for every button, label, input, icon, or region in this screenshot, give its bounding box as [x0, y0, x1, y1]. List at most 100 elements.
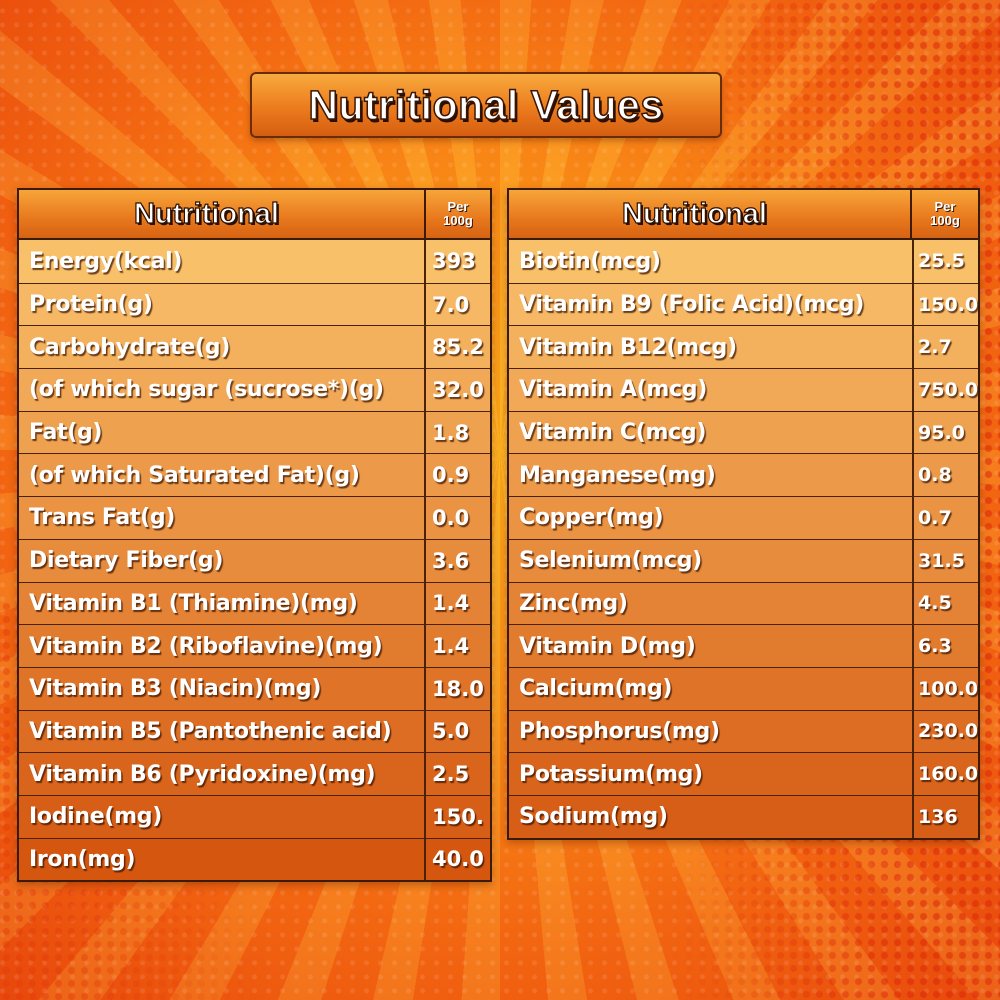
nutrient-label: Iron(mg)	[29, 846, 136, 872]
table-row: Zinc(mg) 4.5	[509, 581, 978, 625]
header-nutritional: Nutritional	[621, 197, 767, 230]
nutrient-label: Fat(g)	[29, 420, 103, 446]
nutrient-label: Vitamin D(mg)	[519, 633, 696, 659]
table-header: Nutritional Per 100g	[509, 190, 978, 240]
table-row: Vitamin A(mcg) 750.0	[509, 368, 978, 411]
nutrient-label: Copper(mg)	[519, 505, 664, 531]
nutrient-value: 85.2	[424, 326, 490, 369]
nutrient-value: 32.0	[424, 369, 490, 411]
table-row: Protein(g) 7.0	[19, 282, 490, 326]
nutrient-value: 95.0	[912, 411, 978, 454]
header-per-100g: Per 100g	[910, 190, 978, 238]
nutrient-value: 2.5	[424, 753, 490, 795]
table-row: Vitamin B1 (Thiamine)(mg) 1.4	[19, 581, 490, 625]
nutrient-value: 0.7	[912, 497, 978, 539]
nutrient-value: 0.0	[424, 497, 490, 539]
nutrient-value: 25.5	[912, 240, 978, 283]
nutrient-value: 40.0	[424, 838, 490, 881]
nutrient-label: Vitamin B9 (Folic Acid)(mcg)	[519, 292, 864, 318]
header-nutritional: Nutritional	[133, 197, 279, 230]
table-row: Vitamin B9 (Folic Acid)(mcg) 150.0	[509, 282, 978, 326]
nutrient-value: 750.0	[912, 369, 978, 411]
nutrient-label: Vitamin B3 (Niacin)(mg)	[29, 676, 322, 702]
table-row: Trans Fat(g) 0.0	[19, 496, 490, 539]
nutrient-value: 1.4	[424, 625, 490, 667]
table-row: Vitamin B12(mcg) 2.7	[509, 325, 978, 369]
table-row: Manganese(mg) 0.8	[509, 453, 978, 497]
nutrient-value: 4.5	[912, 582, 978, 625]
nutrient-label: Vitamin C(mcg)	[519, 420, 707, 446]
nutrition-table-left: Nutritional Per 100g Energy(kcal) 393 Prot…	[17, 188, 492, 883]
nutrient-value: 31.5	[912, 539, 978, 582]
nutrient-value: 3.6	[424, 539, 490, 582]
table-row: Calcium(mg) 100.0	[509, 666, 978, 710]
table-row: Potassium(mg) 160.0	[509, 752, 978, 795]
nutrient-label: Vitamin B2 (Riboflavine)(mg)	[29, 633, 383, 659]
nutrient-label: Vitamin B1 (Thiamine)(mg)	[29, 590, 358, 616]
table-row: (of which sugar (sucrose*)(g) 32.0	[19, 368, 490, 411]
header-per-100g: Per 100g	[424, 190, 490, 238]
nutrient-value: 150.0	[912, 283, 978, 326]
table-row: Vitamin B6 (Pyridoxine)(mg) 2.5	[19, 752, 490, 795]
nutrient-label: Biotin(mcg)	[519, 248, 661, 274]
header-per-line2: 100g	[443, 213, 473, 228]
nutrient-value: 1.8	[424, 411, 490, 454]
nutrient-value: 0.8	[912, 454, 978, 497]
nutrient-label: Protein(g)	[29, 292, 153, 318]
table-row: Vitamin B3 (Niacin)(mg) 18.0	[19, 666, 490, 710]
table-row: Carbohydrate(g) 85.2	[19, 325, 490, 369]
nutrient-label: Trans Fat(g)	[29, 505, 176, 531]
nutrient-label: Phosphorus(mg)	[519, 718, 720, 744]
table-row: (of which Saturated Fat)(g) 0.9	[19, 453, 490, 497]
nutrient-value: 2.7	[912, 326, 978, 369]
nutrient-label: Vitamin B6 (Pyridoxine)(mg)	[29, 761, 376, 787]
page-title: Nutritional Values	[308, 81, 664, 129]
nutrient-label: Vitamin A(mcg)	[519, 377, 707, 403]
table-row: Phosphorus(mg) 230.0	[509, 709, 978, 753]
nutrient-label: Vitamin B12(mcg)	[519, 334, 737, 360]
nutrient-value: 7.0	[424, 283, 490, 326]
table-row: Biotin(mcg) 25.5	[509, 240, 978, 283]
nutrient-value: 0.9	[424, 454, 490, 497]
table-row: Vitamin B2 (Riboflavine)(mg) 1.4	[19, 624, 490, 667]
nutrition-table-right: Nutritional Per 100g Biotin(mcg) 25.5 Vita…	[507, 188, 980, 840]
nutrient-label: (of which Saturated Fat)(g)	[29, 462, 360, 488]
nutrient-label: Energy(kcal)	[29, 248, 183, 274]
table-body: Biotin(mcg) 25.5 Vitamin B9 (Folic Acid)(m…	[509, 240, 978, 838]
nutrient-label: Iodine(mg)	[29, 804, 162, 830]
table-row: Iodine(mg) 150.	[19, 794, 490, 838]
nutrient-label: Sodium(mg)	[519, 804, 668, 830]
nutrient-value: 100.0	[912, 667, 978, 710]
nutrient-label: Calcium(mg)	[519, 676, 673, 702]
nutrient-value: 6.3	[912, 625, 978, 667]
nutrient-label: Zinc(mg)	[519, 590, 628, 616]
nutrient-value: 18.0	[424, 667, 490, 710]
table-row: Sodium(mg) 136	[509, 794, 978, 838]
nutrient-label: Vitamin B5 (Pantothenic acid)	[29, 718, 392, 744]
nutrient-value: 1.4	[424, 582, 490, 625]
nutrient-label: (of which sugar (sucrose*)(g)	[29, 377, 384, 403]
table-row: Vitamin B5 (Pantothenic acid) 5.0	[19, 709, 490, 753]
nutrient-label: Selenium(mcg)	[519, 548, 702, 574]
table-row: Iron(mg) 40.0	[19, 837, 490, 881]
nutrient-label: Potassium(mg)	[519, 761, 703, 787]
header-per-line1: Per	[447, 199, 469, 214]
table-row: Vitamin C(mcg) 95.0	[509, 410, 978, 454]
header-per-line1: Per	[934, 199, 956, 214]
nutrient-value: 230.0	[912, 710, 978, 753]
table-row: Dietary Fiber(g) 3.6	[19, 538, 490, 582]
nutrient-label: Dietary Fiber(g)	[29, 548, 224, 574]
nutrient-value: 150.	[424, 795, 490, 838]
nutrient-label: Carbohydrate(g)	[29, 334, 230, 360]
header-per-line2: 100g	[930, 213, 960, 228]
nutrient-value: 136	[912, 795, 978, 838]
table-header: Nutritional Per 100g	[19, 190, 490, 240]
nutrient-value: 393	[424, 240, 490, 283]
table-body: Energy(kcal) 393 Protein(g) 7.0 Carbohydrate…	[19, 240, 490, 881]
table-row: Copper(mg) 0.7	[509, 496, 978, 539]
table-row: Fat(g) 1.8	[19, 410, 490, 454]
table-row: Selenium(mcg) 31.5	[509, 538, 978, 582]
nutrient-value: 5.0	[424, 710, 490, 753]
table-row: Vitamin D(mg) 6.3	[509, 624, 978, 667]
title-banner: Nutritional Values	[250, 72, 722, 138]
